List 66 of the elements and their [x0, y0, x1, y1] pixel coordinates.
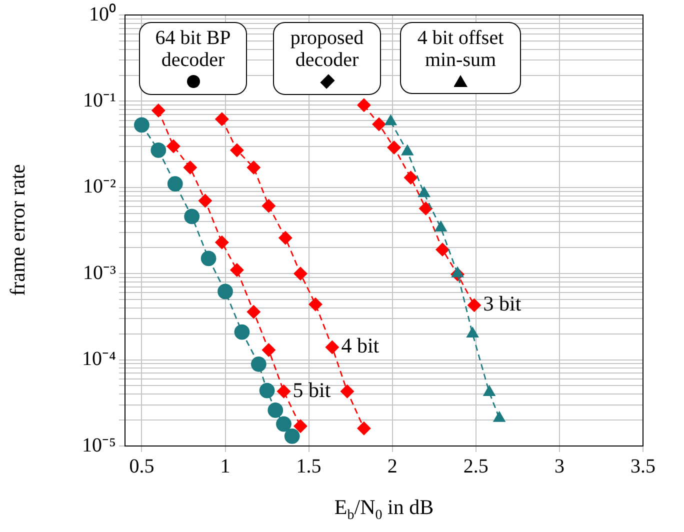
point: [167, 176, 183, 192]
point: [404, 170, 418, 184]
annotation: 64 bit BP decoder: [155, 27, 231, 71]
point: [134, 117, 150, 133]
point: [218, 284, 233, 300]
x-axis-title: E$_{b}$/N$_{0}$ in dB: [333, 495, 435, 524]
annotation: 5 bit: [292, 378, 331, 402]
point: [340, 384, 354, 398]
x-tick-label: 1.5: [296, 455, 322, 478]
point: [246, 305, 260, 319]
point: [434, 221, 447, 232]
point: [278, 231, 292, 245]
point: [284, 428, 300, 444]
point: [277, 384, 290, 398]
annotation: proposed decoder: [290, 27, 364, 71]
point: [326, 340, 339, 354]
point: [308, 298, 322, 312]
point: [268, 402, 284, 418]
annotation: 3 bit: [483, 292, 522, 316]
x-tick-label: 0.5: [129, 455, 154, 478]
point: [493, 412, 506, 422]
y-tick-label: 10⁻⁵: [82, 434, 116, 456]
y-tick-label: 10⁰: [89, 2, 116, 26]
point: [234, 324, 250, 340]
point: [294, 266, 308, 280]
point: [184, 208, 200, 224]
x-tick-label: 3: [554, 455, 564, 478]
point: [198, 194, 212, 208]
point: [357, 98, 371, 112]
point: [468, 298, 481, 312]
point: [152, 104, 166, 118]
y-axis-title: frame error rate: [6, 164, 30, 296]
point: [262, 343, 276, 357]
point: [166, 140, 180, 153]
point: [294, 419, 308, 433]
point: [466, 327, 478, 338]
point: [436, 242, 450, 256]
point: [230, 144, 244, 157]
y-tick-label: 10⁻¹: [83, 89, 116, 112]
point: [372, 118, 386, 131]
point: [387, 140, 401, 154]
point: [215, 236, 229, 250]
x-tick-label: 2.5: [463, 455, 488, 478]
point: [150, 142, 166, 158]
point: [483, 386, 496, 396]
point: [452, 266, 464, 278]
point: [419, 202, 432, 216]
annotation: 4 bit offset min-sum: [417, 27, 504, 71]
y-tick-label: 10⁻²: [83, 176, 116, 198]
point: [357, 422, 371, 436]
point: [259, 382, 275, 398]
point: [246, 160, 260, 174]
point: [262, 199, 276, 213]
point: [418, 186, 430, 198]
point: [183, 160, 197, 174]
y-tick-label: 10⁻³: [83, 262, 116, 284]
point: [230, 263, 244, 277]
y-tick-label: 10⁻⁴: [82, 348, 116, 370]
x-tick-label: 3.5: [630, 455, 656, 478]
x-tick-label: 2: [387, 455, 398, 478]
point: [215, 112, 229, 126]
x-tick-label: 1: [220, 455, 230, 478]
point: [250, 356, 266, 372]
point: [276, 416, 292, 432]
annotation: 4 bit: [341, 334, 380, 358]
point: [200, 250, 216, 266]
